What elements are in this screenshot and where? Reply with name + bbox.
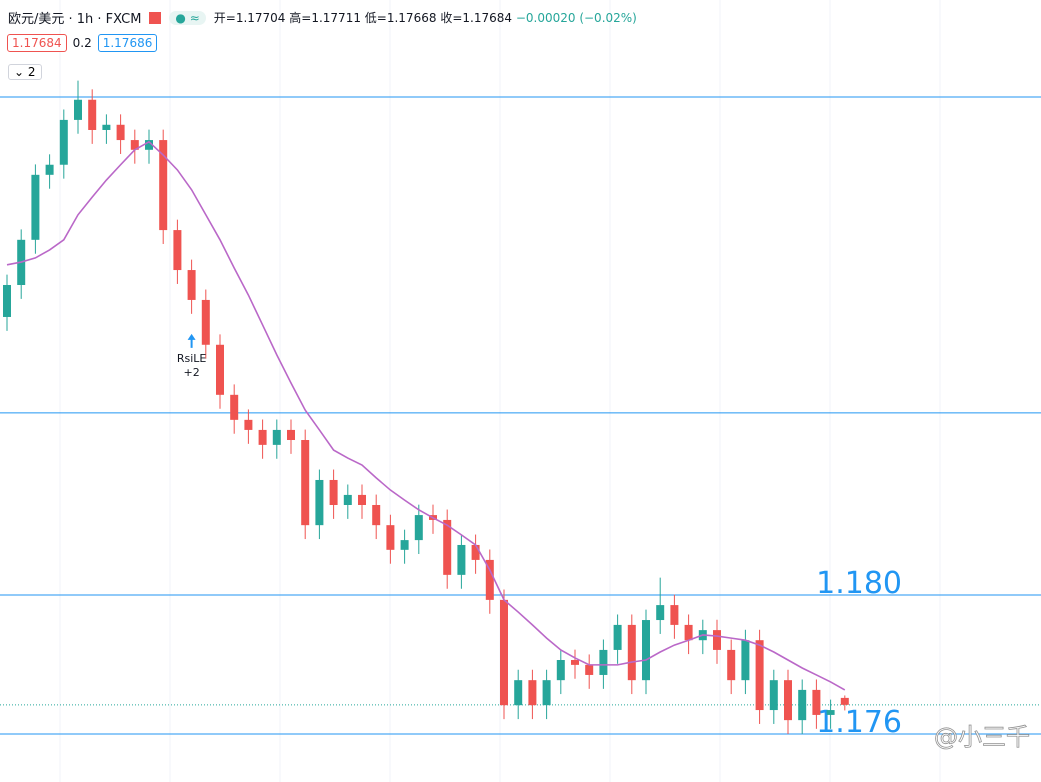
candle-body bbox=[457, 544, 466, 575]
candle-body bbox=[627, 624, 636, 681]
candle-body bbox=[358, 494, 366, 505]
candle-body bbox=[315, 479, 324, 526]
candle-body bbox=[443, 519, 452, 575]
candle-body bbox=[769, 680, 778, 711]
candle-body bbox=[301, 440, 310, 526]
candle-body bbox=[656, 605, 665, 621]
candle-body bbox=[471, 544, 480, 560]
candle-body bbox=[556, 660, 565, 681]
candle-body bbox=[244, 419, 253, 430]
candle-body bbox=[741, 640, 750, 681]
candle-body bbox=[684, 624, 693, 641]
candle-body bbox=[599, 649, 608, 675]
candle-body bbox=[713, 630, 721, 650]
candle-body bbox=[102, 124, 111, 130]
candle-body bbox=[230, 394, 239, 420]
spread: 0.2 bbox=[72, 36, 92, 50]
candle-body bbox=[159, 140, 168, 231]
candle-body bbox=[187, 270, 196, 300]
candle-body bbox=[372, 504, 381, 526]
close-label: 收=1.17684 bbox=[440, 11, 512, 25]
candle-body bbox=[45, 164, 54, 175]
candle-body bbox=[542, 680, 551, 706]
candle-body bbox=[528, 680, 537, 706]
status-pill[interactable]: ● ≈ bbox=[169, 10, 206, 25]
candle-body bbox=[798, 689, 807, 721]
candle-body bbox=[258, 429, 267, 445]
change-label: −0.00020 (−0.02%) bbox=[515, 11, 637, 25]
candle-body bbox=[74, 99, 82, 120]
annotation-text: RsiLE bbox=[177, 352, 207, 365]
candle-body bbox=[400, 540, 409, 550]
candle-body bbox=[727, 649, 736, 681]
ohlc-values: 开=1.17704 高=1.17711 低=1.17668 收=1.17684 … bbox=[214, 9, 637, 26]
watermark: @小三千 bbox=[934, 723, 1030, 751]
candle-body bbox=[287, 429, 295, 441]
candle-body bbox=[88, 99, 97, 130]
moving-average bbox=[6, 140, 846, 691]
signal-arrow bbox=[187, 333, 196, 348]
candle-body bbox=[329, 479, 338, 505]
low-label: 低=1.17668 bbox=[364, 11, 437, 25]
candle-body bbox=[386, 525, 395, 550]
candle-body bbox=[116, 124, 125, 141]
candle-body bbox=[826, 710, 835, 715]
candle-body bbox=[130, 140, 139, 150]
candle-body bbox=[173, 230, 182, 271]
candle-body bbox=[840, 697, 849, 705]
candle-body bbox=[642, 620, 650, 681]
candle-body bbox=[3, 284, 11, 317]
candle-body bbox=[31, 174, 40, 240]
candle-body bbox=[485, 559, 494, 600]
annotation-sub: +2 bbox=[183, 366, 199, 379]
candle-body bbox=[585, 664, 594, 675]
candle-body bbox=[216, 344, 224, 395]
candle-body bbox=[784, 680, 792, 721]
candle-body bbox=[500, 599, 508, 706]
indicator-toggle[interactable]: ⌄ 2 bbox=[8, 64, 42, 80]
indicator-count: 2 bbox=[27, 65, 36, 79]
symbol: 欧元/美元 · 1h · FXCM bbox=[8, 12, 142, 27]
candle-body bbox=[272, 429, 281, 445]
open-label: 开=1.17704 bbox=[213, 11, 286, 25]
candle-body bbox=[514, 680, 523, 706]
candle-body bbox=[613, 624, 622, 650]
high-label: 高=1.17711 bbox=[289, 11, 361, 25]
bid-price[interactable]: 1.17684 bbox=[7, 34, 67, 52]
candle-body bbox=[59, 119, 68, 165]
candle-body bbox=[414, 515, 423, 541]
candle-body bbox=[201, 299, 210, 345]
price-row: 1.17684 0.2 1.17686 bbox=[7, 34, 158, 52]
candle-body bbox=[343, 494, 352, 505]
ask-price[interactable]: 1.17686 bbox=[97, 34, 158, 52]
candle-body bbox=[145, 140, 153, 150]
candle-body bbox=[670, 605, 679, 625]
candle-body bbox=[571, 660, 579, 665]
candle-body bbox=[755, 640, 764, 711]
level-label: 1.180 bbox=[816, 566, 902, 601]
candle-body bbox=[812, 689, 821, 715]
header: 欧元/美元 · 1h · FXCM ● ≈ 开=1.17704 高=1.1771… bbox=[8, 8, 637, 27]
flag-icon bbox=[149, 11, 162, 24]
